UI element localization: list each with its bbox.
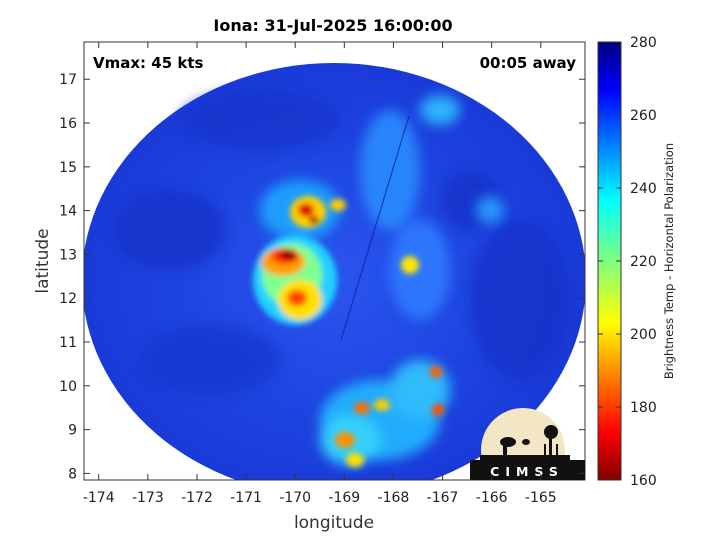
y-tick-label: 13 [59,247,77,263]
x-tick-label: -168 [378,490,410,506]
y-tick-label: 14 [59,204,77,220]
colorbar-tick-label: 260 [630,108,657,124]
colorbar-tick-label: 280 [630,35,657,51]
x-tick-label: -166 [476,490,508,506]
x-tick-label: -170 [279,490,311,506]
y-tick-label: 16 [59,116,77,132]
colorbar-label: Brightness Temp - Horizontal Polarizatio… [662,143,676,379]
y-tick-label: 9 [68,423,77,439]
colorbar-tick-label: 240 [630,181,657,197]
y-tick-label: 17 [59,72,77,88]
x-axis-label: longitude [294,513,374,533]
y-tick-label: 15 [59,160,77,176]
x-tick-label: -173 [132,490,164,506]
time-away-label: 00:05 away [480,54,577,72]
colorbar-tick-label: 180 [630,400,657,416]
vmax-label: Vmax: 45 kts [93,54,203,72]
colorbar-tick-label: 200 [630,327,657,343]
y-axis: 8 9 10 11 12 13 14 15 16 17 [59,72,585,482]
cimss-logo-text: CIMSS [490,464,564,479]
x-tick-label: -174 [83,490,115,506]
x-tick-label: -165 [525,490,557,506]
y-tick-label: 12 [59,291,77,307]
y-tick-label: 10 [59,379,77,395]
x-tick-label: -172 [181,490,213,506]
brightness-temperature-swath [84,63,585,480]
colorbar: 160 180 200 220 240 260 280 Brightness Temp - … [597,35,676,489]
colorbar-tick-label: 160 [630,473,657,489]
x-axis: -174 -173 -172 -171 -170 -169 -168 -167 -166 -165 [83,42,557,506]
y-tick-label: 8 [68,466,77,482]
figure-title: Iona: 31-Jul-2025 16:00:00 [213,16,452,35]
y-axis-label: latitude [33,228,53,293]
x-tick-label: -169 [328,490,360,506]
map-plot-area [83,41,586,481]
y-tick-label: 11 [59,335,77,351]
x-tick-label: -167 [427,490,459,506]
colorbar-tick-label: 220 [630,254,657,270]
x-tick-label: -171 [230,490,262,506]
